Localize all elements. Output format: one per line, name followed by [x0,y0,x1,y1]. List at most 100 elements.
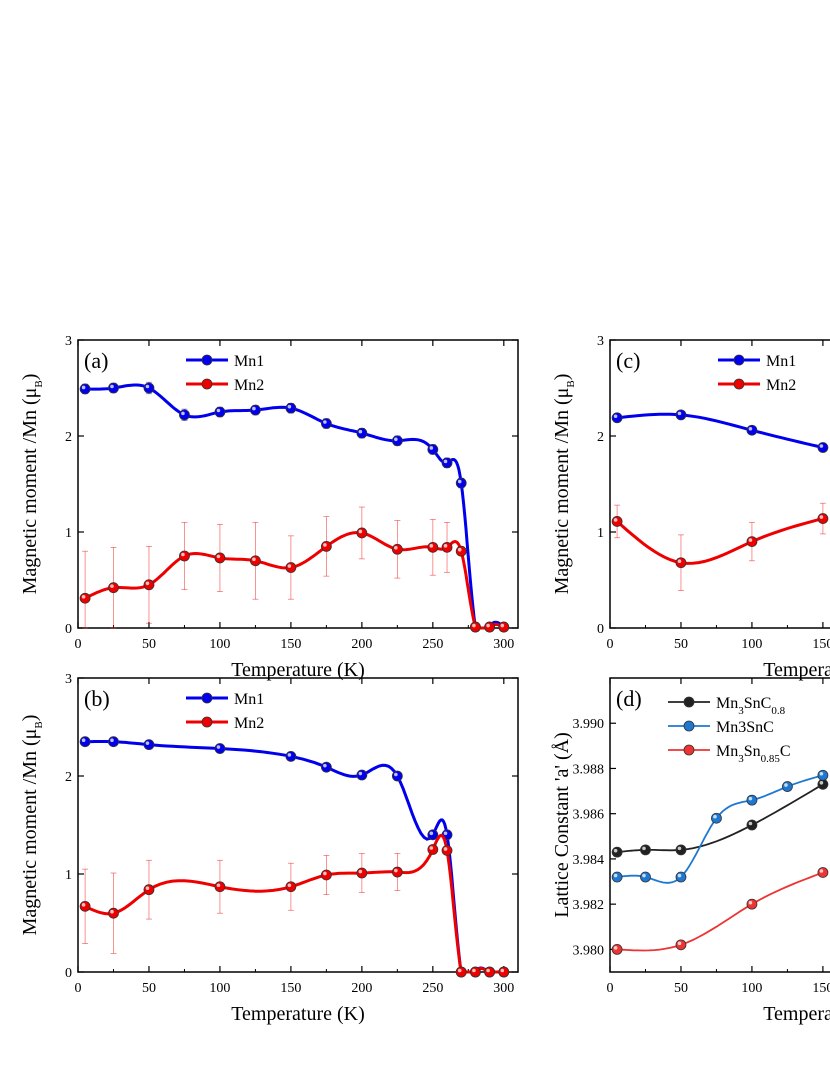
data-point [79,383,91,395]
data-marker [391,435,403,447]
data-point [817,778,829,790]
legend-entry: Mn3Sn0.85C [668,743,791,765]
data-point [675,844,687,856]
legend-marker [733,378,745,390]
data-marker [817,769,829,781]
data-marker [108,907,119,919]
data-marker [675,871,687,883]
data-point [320,869,332,881]
legend-label: Mn3SnC0.8 [716,695,786,717]
data-point [675,409,687,421]
legend-marker [683,744,695,756]
data-marker [746,794,758,806]
data-point [179,550,190,562]
data-point [817,867,829,878]
data-marker-highlight [81,738,86,742]
data-marker-highlight [145,886,150,890]
data-marker [640,871,651,883]
data-point [817,442,829,453]
data-point [427,444,439,455]
data-point [675,871,687,883]
data-marker [108,736,119,748]
data-marker [356,427,368,439]
data-marker-highlight [819,780,824,785]
series-0 [79,381,510,633]
data-marker [214,552,226,564]
data-point [746,819,758,831]
data-marker-highlight [819,515,824,519]
data-marker-highlight [457,547,462,552]
data-point [817,513,829,524]
x-tick-label: 200 [351,637,372,652]
data-marker-highlight [677,846,682,851]
data-marker [817,867,829,878]
x-axis-title: Temperature (K) [763,659,830,681]
data-marker-highlight [443,831,448,836]
panel-a: 0 50 100 150 200 250 300 0 1 2 3 Temperature (K) Mag… [19,334,519,681]
data-marker-highlight [323,543,327,547]
data-marker [441,457,453,469]
data-point [285,562,297,573]
data-point [108,382,119,394]
data-marker-highlight [81,594,86,599]
legend-marker [201,692,213,704]
plot-frame [77,339,519,629]
y-axis-title: Lattice Constant 'a' (Å) [551,732,573,917]
data-point [427,541,439,553]
data-marker [108,582,119,594]
data-point [391,866,403,878]
data-marker [675,409,687,421]
data-marker-highlight [748,426,753,431]
data-marker-highlight [145,581,150,586]
data-marker-highlight [613,946,618,950]
y-tick-label: 3.986 [573,808,605,823]
legend-entry: Mn1 [718,353,796,370]
data-marker-highlight [394,437,398,442]
data-point [79,736,91,748]
series-line [617,871,824,952]
data-marker [455,477,467,489]
data-point [108,736,119,748]
data-point [675,939,687,951]
data-point [711,812,722,824]
data-marker-highlight [486,968,490,973]
panel-b: 0 50 100 150 200 250 300 0 1 2 3 Temperature (K) Mag… [19,672,519,1025]
series-line [84,833,504,974]
data-point [427,844,439,855]
legend-entry: Mn2 [718,377,796,394]
data-point [356,527,368,539]
data-point [640,871,651,883]
data-point [179,409,190,421]
data-marker [79,592,91,604]
data-marker-highlight [81,385,86,390]
y-tick-label: 2 [597,430,604,445]
y-tick-label: 3.982 [573,898,605,913]
data-marker [611,871,623,883]
data-marker-highlight [323,420,327,424]
data-marker-highlight [216,883,221,888]
data-point [498,966,510,978]
x-tick-label: 200 [351,981,372,996]
data-marker-highlight [394,545,398,550]
data-marker-highlight [613,414,618,419]
data-marker [79,736,91,748]
y-tick-label: 0 [597,622,604,637]
y-tick-label: 0 [65,966,72,981]
data-marker [391,770,403,782]
data-marker [214,406,226,418]
y-tick-label: 2 [65,430,72,445]
x-axis-title: Temperature (K) [231,659,365,681]
data-point [214,552,226,564]
series-1 [611,769,829,884]
data-marker-highlight [81,903,86,907]
data-marker [356,867,368,879]
data-marker-highlight [642,873,646,878]
data-marker-highlight [110,738,114,742]
data-marker-highlight [748,900,753,905]
data-marker-highlight [216,554,221,559]
data-marker [285,402,297,414]
data-marker-highlight [748,821,753,826]
data-point [79,900,91,912]
data-marker-highlight [252,406,256,411]
